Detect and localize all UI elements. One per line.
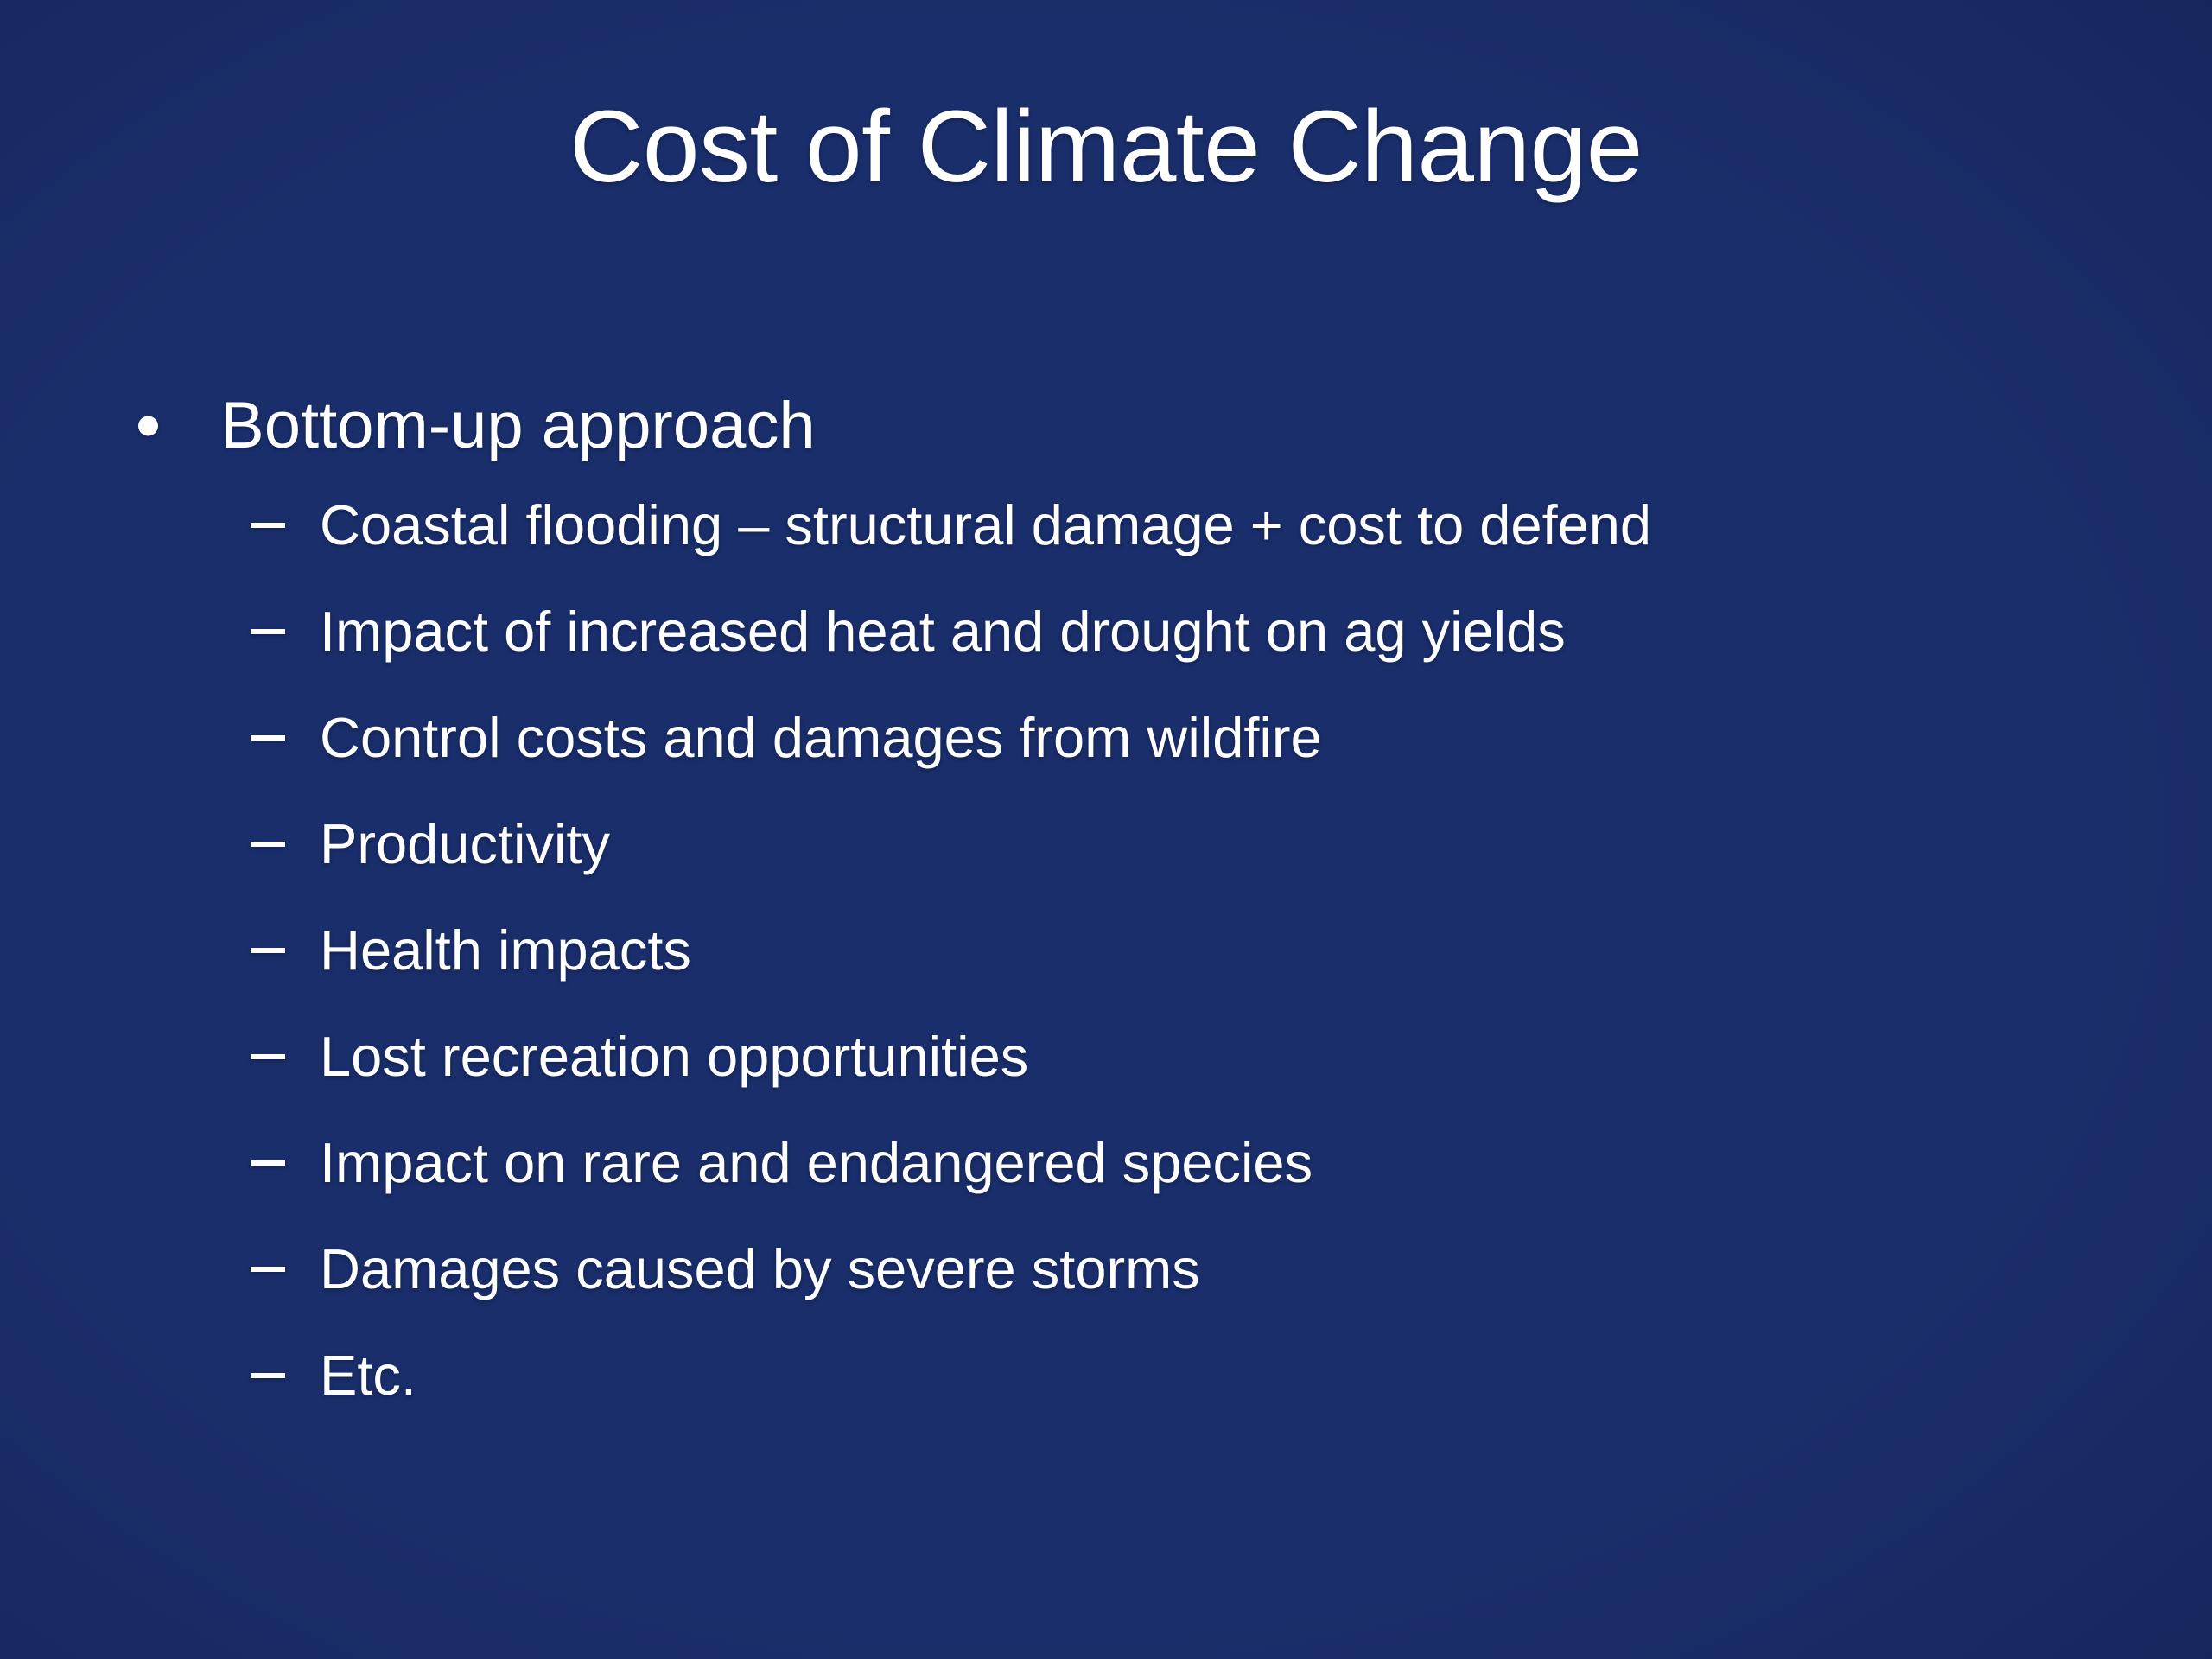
bullet-item-level1: Bottom-up approach [0, 393, 2212, 459]
en-dash-bullet-icon [251, 1160, 285, 1166]
en-dash-bullet-icon [251, 522, 285, 528]
en-dash-bullet-icon [251, 628, 285, 634]
en-dash-bullet-icon [251, 1372, 285, 1378]
slide-title: Cost of Climate Change [569, 90, 1643, 204]
bullet-item-level2: Lost recreation opportunities [0, 1028, 2212, 1084]
bullet-text: Impact on rare and endangered species [320, 1131, 1313, 1194]
slide-body-content: Bottom-up approach Coastal flooding – st… [0, 393, 2212, 1453]
bullet-item-level2: Health impacts [0, 922, 2212, 978]
en-dash-bullet-icon [251, 947, 285, 953]
bullet-item-level2: Productivity [0, 816, 2212, 872]
en-dash-bullet-icon [251, 841, 285, 847]
bullet-item-level2: Damages caused by severe storms [0, 1241, 2212, 1297]
bullet-text: Health impacts [320, 918, 691, 982]
bullet-text: Damages caused by severe storms [320, 1237, 1200, 1300]
bullet-item-level2: Control costs and damages from wildfire [0, 709, 2212, 766]
bullet-text: Impact of increased heat and drought on … [320, 600, 1566, 663]
bullet-text: Productivity [320, 812, 610, 875]
bullet-text: Control costs and damages from wildfire [320, 706, 1322, 769]
bullet-text: Coastal flooding – structural damage + c… [320, 493, 1652, 556]
bullet-item-level2: Impact on rare and endangered species [0, 1135, 2212, 1191]
en-dash-bullet-icon [251, 1053, 285, 1059]
bullet-item-level2: Coastal flooding – structural damage + c… [0, 497, 2212, 553]
en-dash-bullet-icon [251, 1266, 285, 1272]
bullet-item-level2: Etc. [0, 1347, 2212, 1403]
round-dot-bullet-icon [138, 416, 158, 436]
bullet-item-level2: Impact of increased heat and drought on … [0, 603, 2212, 659]
bullet-text: Bottom-up approach [220, 389, 816, 462]
en-dash-bullet-icon [251, 734, 285, 741]
bullet-text: Lost recreation opportunities [320, 1025, 1029, 1088]
bullet-text: Etc. [320, 1344, 416, 1407]
